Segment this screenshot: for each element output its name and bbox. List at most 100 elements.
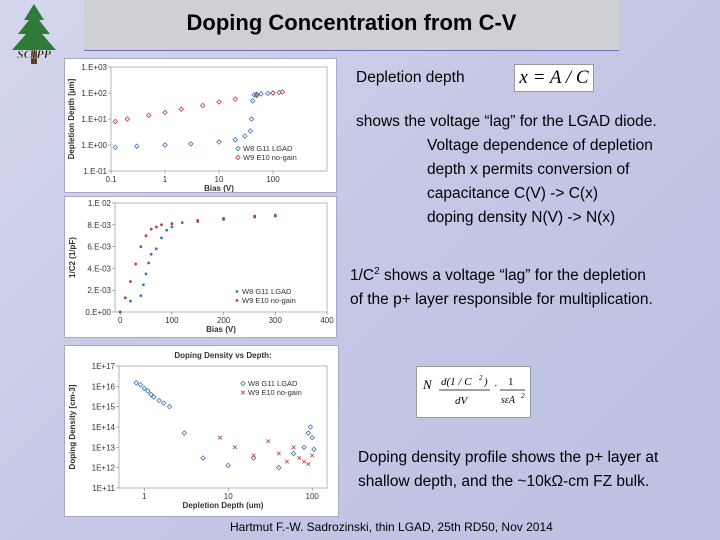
data-point [112,118,119,125]
data-point [180,221,184,225]
data-point [137,381,144,388]
data-point [251,453,256,458]
x-axis-label: Depletion Depth (um) [183,501,264,510]
data-point [129,299,132,303]
y-tick-label: 1E+16 [92,382,116,391]
slide-title: Doping Concentration from C-V [186,10,517,35]
formula2-num1: d(1 / C [441,376,472,388]
data-point [297,455,302,461]
y-tick-label: 1E+11 [92,484,115,493]
data-point [123,296,127,300]
x-axis-label: Bias (V) [204,184,234,192]
depletion-chart-panel: 0.1 1 10 100 1.E-01 1.E+00 1.E+01 1.E+02 1.E+03 B… [64,58,337,193]
data-point [307,424,314,430]
data-point [200,455,206,461]
formula2-lhs: N [422,377,433,392]
depletion-formula-box: x = A / C [514,64,594,92]
data-point [265,90,271,97]
legend-entry: W9 E10 no-gain [242,296,296,305]
data-point [266,439,271,444]
formula2-num2: 1 [508,376,514,388]
para3-line2: shallow depth, and the ~10kΩ-cm FZ bulk. [358,473,650,490]
data-point [276,451,281,456]
y-tick-label: 1E+12 [92,464,116,473]
x-tick-label: 0.1 [105,175,117,184]
data-point [147,261,151,265]
para2-line2: of the p+ layer responsible for multipli… [350,291,653,309]
data-point [290,450,297,457]
y-tick-label: 8.E-03 [87,221,111,230]
y-tick-label: 1E+17 [92,362,116,371]
x-tick-label: 200 [217,316,231,325]
data-point [170,222,174,226]
y-axis-label: Doping Density [cm-3] [68,384,77,469]
paragraph-3: Doping density profile shows the p+ laye… [358,446,658,494]
paragraph-1: shows the voltage “lag” for the LGAD dio… [356,110,657,230]
para1-line5: doping density N(V) -> N(x) [427,209,616,226]
formula2-num1-end: ) [483,376,488,388]
data-point [149,252,153,256]
data-point [241,133,248,139]
data-point [249,98,256,104]
x-tick-label: 10 [215,175,224,184]
x-tick-label: 100 [266,175,280,184]
legend-marker [240,390,246,395]
formula2-den1: dV [455,395,469,407]
y-axis-label: 1/C2 (1/pF) [68,237,77,278]
x-tick-label: 100 [165,316,179,325]
plot-frame [114,202,328,313]
legend-marker [235,290,239,293]
data-point [270,90,276,96]
data-point [181,430,188,436]
data-point [129,280,132,283]
inverse-capacitance-chart-panel: 0 100 200 300 400 0.E+00 2.E-03 4.E-03 6.E-03 8.E… [64,196,337,338]
data-point [112,144,119,151]
data-point [301,459,307,464]
data-point [279,89,286,95]
para2-sup: 2 [374,266,380,277]
data-point [133,143,140,149]
legend-entry: W8 G11 LGAD [242,287,292,296]
legend-marker [235,154,241,161]
data-point [133,379,139,386]
data-point [216,99,222,105]
data-point [301,444,307,451]
data-point [248,116,255,122]
data-point [118,310,122,314]
para1-line3: depth x permits conversion of [427,161,630,178]
depletion-formula: x = A / C [519,67,589,88]
data-point [156,397,162,404]
data-point [253,92,260,99]
data-point [196,220,200,223]
doping-density-chart: 1 10 100 1E+11 1E+12 1E+13 1E+14 1E+15 1E+16 1E+1… [68,351,328,510]
depletion-depth-chart: 0.1 1 10 100 1.E-01 1.E+00 1.E+01 1.E+02 1.E+03 B… [67,63,328,193]
data-point [218,435,223,440]
y-tick-label: 6.E-03 [87,243,111,252]
data-point [144,272,148,276]
y-tick-label: 1E+15 [92,403,116,412]
depletion-depth-label: Depletion depth [356,69,465,86]
data-point [170,225,174,229]
data-point [309,434,315,441]
data-point [148,391,154,398]
data-point [160,236,163,240]
y-tick-label: 1.E+01 [81,115,107,124]
data-point [199,102,206,109]
data-point [187,141,194,147]
x-tick-label: 0 [118,316,123,325]
data-point [144,234,148,238]
data-point [154,225,158,229]
data-point [166,403,173,410]
legend-marker [235,145,241,152]
legend-entry: W8 G11 LGAD [248,379,298,388]
data-point [247,128,254,134]
legend-marker [240,380,246,387]
doping-density-chart-panel: 1 10 100 1E+11 1E+12 1E+13 1E+14 1E+15 1E+16 1E+1… [64,345,339,517]
data-point [134,262,138,266]
data-point [160,400,167,406]
legend-entry: W9 E10 no-gain [248,388,302,397]
data-point [273,214,277,218]
footer: Hartmut F.-W. Sadrozinski, thin LGAD, 25… [230,520,553,534]
data-point [139,245,143,248]
paragraph-2: 1/C2 shows a voltage “lag” for the deple… [350,260,653,312]
